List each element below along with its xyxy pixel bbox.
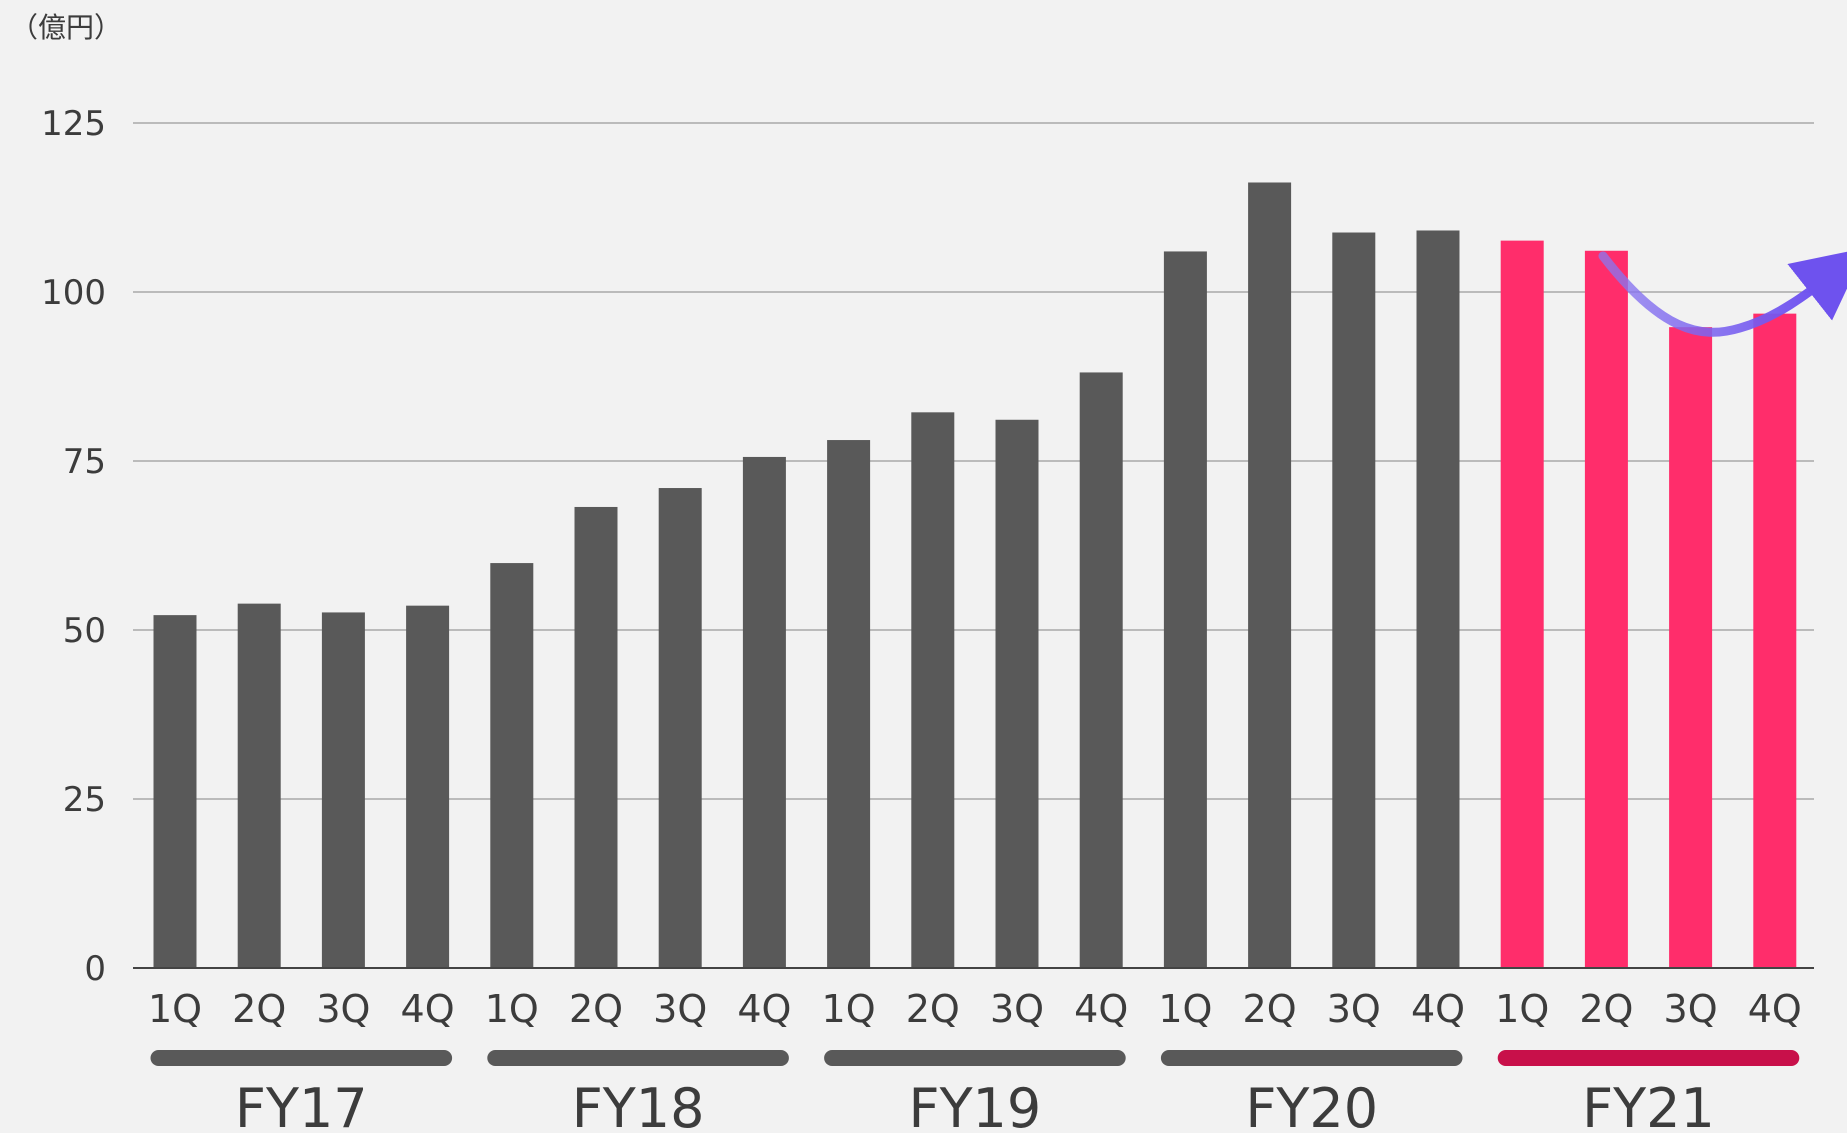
bar (1584, 250, 1628, 968)
x-tick-label: 4Q (1411, 987, 1465, 1031)
y-axis-ticks: 0 25 50 75 100 125 (41, 104, 106, 989)
x-tick-label: 4Q (737, 987, 791, 1031)
bar (406, 605, 450, 968)
y-tick-label: 75 (63, 442, 106, 482)
bar (1500, 240, 1544, 968)
x-tick-label: 3Q (653, 987, 707, 1031)
fiscal-year-bracket (1497, 1050, 1800, 1066)
x-axis-category-labels: 1Q 2Q 3Q 4Q 1Q 2Q 3Q 4Q 1Q 2Q 3Q 4Q 1Q 2Q 3Q 4Q 1Q 2Q 3Q 4Q (148, 987, 1802, 1031)
bar (153, 615, 197, 968)
bar (911, 412, 955, 968)
x-tick-label: 1Q (148, 987, 202, 1031)
x-tick-label: 4Q (1074, 987, 1128, 1031)
bar (1753, 313, 1797, 969)
bar (995, 419, 1039, 968)
x-tick-label: 3Q (316, 987, 370, 1031)
fiscal-year-label: FY19 (909, 1077, 1042, 1133)
bar (321, 612, 365, 968)
x-tick-label: 1Q (1495, 987, 1549, 1031)
bar (1248, 182, 1292, 968)
gridlines (133, 122, 1814, 800)
bar (490, 563, 534, 968)
x-tick-label: 3Q (1664, 987, 1718, 1031)
y-tick-label: 100 (41, 273, 106, 313)
x-tick-label: 2Q (1579, 987, 1633, 1031)
y-tick-label: 50 (63, 611, 106, 651)
y-tick-label: 125 (41, 104, 106, 144)
fiscal-year-bracket (150, 1050, 453, 1066)
fiscal-year-bracket (1160, 1050, 1463, 1066)
bar (574, 506, 618, 968)
x-tick-label: 2Q (232, 987, 286, 1031)
fiscal-year-bracket (824, 1050, 1126, 1066)
fiscal-year-groups: FY17 FY18 FY19 FY20 FY21 (150, 1050, 1800, 1133)
fiscal-year-label: FY17 (235, 1077, 368, 1133)
bar (658, 488, 702, 968)
y-tick-label: 25 (63, 780, 106, 820)
bar (1163, 251, 1207, 968)
x-tick-label: 1Q (822, 987, 876, 1031)
bar (1416, 230, 1460, 968)
x-tick-label: 2Q (906, 987, 960, 1031)
bar (742, 456, 786, 968)
x-tick-label: 3Q (990, 987, 1044, 1031)
x-tick-label: 4Q (401, 987, 455, 1031)
bars (153, 182, 1797, 969)
x-tick-label: 1Q (1158, 987, 1212, 1031)
fiscal-year-label: FY21 (1582, 1077, 1715, 1133)
fiscal-year-bracket (487, 1050, 789, 1066)
y-axis-unit-label: （億円） (10, 11, 122, 44)
bar (1332, 232, 1376, 969)
bar (827, 440, 871, 968)
x-tick-label: 2Q (569, 987, 623, 1031)
x-tick-label: 1Q (485, 987, 539, 1031)
x-tick-label: 4Q (1748, 987, 1802, 1031)
bar (237, 603, 281, 968)
fiscal-year-label: FY20 (1245, 1077, 1378, 1133)
x-tick-label: 2Q (1243, 987, 1297, 1031)
y-tick-label: 0 (84, 949, 106, 989)
bar (1079, 372, 1123, 969)
trend-arrow (1598, 247, 1847, 337)
fiscal-year-label: FY18 (572, 1077, 705, 1133)
x-tick-label: 3Q (1327, 987, 1381, 1031)
bar (1669, 327, 1713, 969)
